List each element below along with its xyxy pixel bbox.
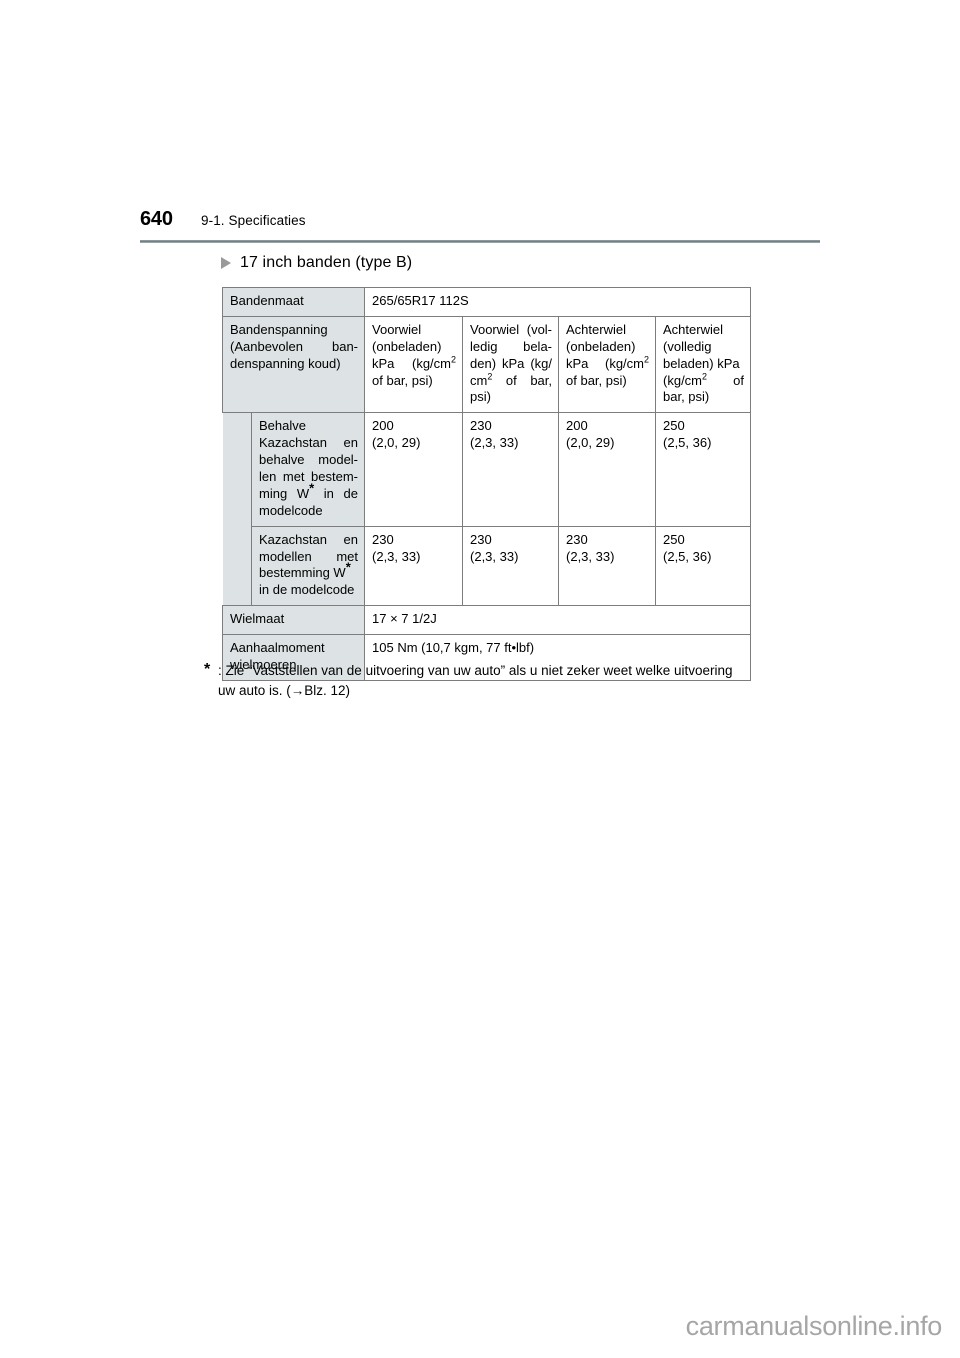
cell-col-header-front-laden: Voorwiel (vol- ledig bela- den) kPa (kg/… [462,315,560,414]
value-bar-psi: (2,5, 36) [663,435,712,451]
cell-value-front-laden: 230 (2,3, 33) [462,412,560,527]
indent-spacer [222,526,252,606]
cell-value-front-laden: 230 (2,3, 33) [462,525,560,607]
cell-value-front-unladen: 230 (2,3, 33) [364,525,464,607]
table-row-kazakhstan: Kazachstan en modellen met bestemming W*… [222,525,752,607]
site-watermark: carmanualsonline.info [685,1311,943,1341]
table-row-except-kazakhstan: Behalve Kazachstan en behalve model- len… [222,412,752,527]
value-kpa: 230 [470,531,492,547]
footnote-line-1: : Zie “Vaststellen van de uitvoering van… [218,663,733,678]
table-row-pressure-header: Bandenspanning (Aanbevolen ban- denspann… [221,315,752,414]
table-row-torque: Aanhaalmoment wielmoeren 105 Nm (10,7 kg… [221,634,752,681]
cell-value-rear-laden: 250 (2,5, 36) [655,525,752,607]
cell-row-label-except-kazakhstan: Behalve Kazachstan en behalve model- len… [250,412,366,527]
cell-value-front-unladen: 200 (2,0, 29) [364,412,464,527]
table-row-wheel-size: Wielmaat 17 × 7 1/2J [221,605,752,636]
value-kpa: 230 [372,531,394,547]
section-title: 9-1. Specificaties [201,213,306,228]
cell-pressure-label: Bandenspanning (Aanbevolen ban- denspann… [221,315,366,414]
cell-value-rear-laden: 250 (2,5, 36) [655,412,752,527]
subheading-label: 17 inch banden (type B) [240,254,413,271]
page-header: 640 9-1. Specificaties [140,208,820,238]
indent-spacer [222,412,252,527]
cell-col-header-rear-unladen: Achterwiel (onbeladen) kPa (kg/cm2 of bar… [558,315,657,414]
pressure-label-line-2: (Aanbevolen ban- [230,338,359,354]
header-divider [140,240,820,243]
cell-col-header-front-unladen: Voorwiel (onbeladen) kPa (kg/cm2 of bar, … [364,315,464,414]
pressure-label-line-3: denspanning koud) [230,355,341,371]
triangle-right-icon [221,257,231,269]
value-kpa: 230 [566,531,588,547]
value-kpa: 230 [470,418,492,434]
value-kpa: 200 [372,418,394,434]
cell-row-label-kazakhstan: Kazachstan en modellen met bestemming W*… [250,525,366,607]
footnote: * : Zie “Vaststellen van de uitvoering v… [204,661,764,700]
value-bar-psi: (2,3, 33) [566,548,615,564]
value-bar-psi: (2,0, 29) [566,435,615,451]
value-bar-psi: (2,3, 33) [372,548,421,564]
pressure-label-line-1: Bandenspanning [230,321,328,337]
value-bar-psi: (2,3, 33) [470,435,519,451]
cell-tire-size-value: 265/65R17 112S [364,287,752,317]
footnote-line-2: uw auto is. (→Blz. 12) [218,682,351,698]
cell-tire-size-label: Bandenmaat [221,287,366,317]
value-kpa: 250 [663,531,685,547]
subheading: 17 inch banden (type B) [221,254,412,272]
page-number: 640 [140,208,173,230]
value-bar-psi: (2,0, 29) [372,435,421,451]
cell-wheel-size-value: 17 × 7 1/2J [364,605,752,636]
tire-specification-table: Bandenmaat 265/65R17 112S Bandenspanning… [221,287,752,681]
value-kpa: 250 [663,418,685,434]
value-kpa: 200 [566,418,588,434]
cell-col-header-rear-laden: Achterwiel (volledig beladen) kPa (kg/cm2 … [655,315,752,414]
cell-torque-label: Aanhaalmoment wielmoeren [221,634,366,681]
value-bar-psi: (2,5, 36) [663,548,712,564]
cell-torque-value: 105 Nm (10,7 kgm, 77 ft•lbf) [364,634,752,681]
cell-value-rear-unladen: 200 (2,0, 29) [558,412,657,527]
cell-wheel-size-label: Wielmaat [221,605,366,636]
cell-value-rear-unladen: 230 (2,3, 33) [558,525,657,607]
table-row-tire-size: Bandenmaat 265/65R17 112S [221,287,752,317]
footnote-marker: * [204,661,211,678]
value-bar-psi: (2,3, 33) [470,548,519,564]
